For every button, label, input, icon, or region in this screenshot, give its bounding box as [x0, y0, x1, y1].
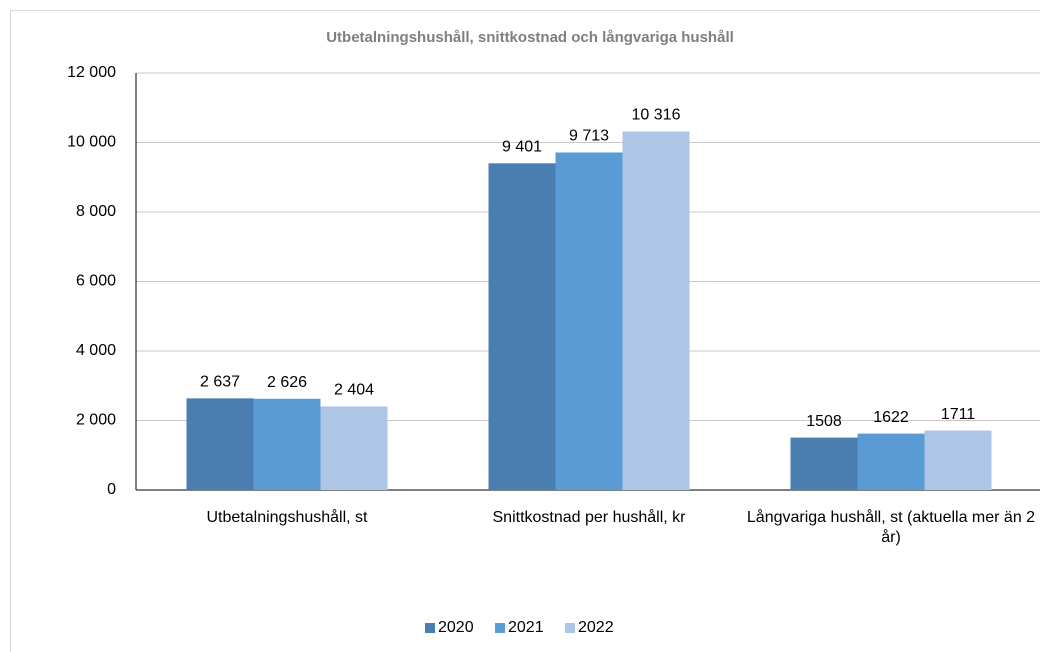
data-label: 9 713 — [569, 128, 609, 145]
chart-frame — [10, 10, 1040, 652]
legend-label: 2020 — [438, 619, 474, 636]
x-tick-label: Snittkostnad per hushåll, kr — [492, 509, 686, 526]
x-tick-label: Utbetalningshushåll, st — [206, 509, 368, 526]
x-tick-label: Långvariga hushåll, st (aktuella mer än … — [746, 509, 1036, 546]
bar — [857, 433, 925, 490]
legend-swatch — [565, 623, 575, 633]
y-tick-label: 10 000 — [67, 134, 116, 151]
bar — [253, 398, 321, 490]
legend-label: 2021 — [508, 619, 544, 636]
bar — [488, 163, 556, 490]
y-tick-label: 6 000 — [76, 273, 116, 290]
legend-label: 2022 — [578, 619, 614, 636]
bar — [320, 406, 388, 490]
y-tick-label: 2 000 — [76, 412, 116, 429]
bar — [924, 430, 992, 490]
y-tick-label: 0 — [107, 481, 116, 498]
bar — [555, 152, 623, 490]
bar — [622, 131, 690, 491]
y-tick-label: 8 000 — [76, 203, 116, 220]
y-tick-label: 4 000 — [76, 342, 116, 359]
y-tick-label: 12 000 — [67, 64, 116, 81]
data-label: 2 404 — [334, 382, 374, 399]
legend-swatch — [495, 623, 505, 633]
data-label: 1622 — [873, 409, 909, 426]
chart-title: Utbetalningshushåll, snittkostnad och lå… — [326, 29, 734, 46]
legend-swatch — [425, 623, 435, 633]
data-label: 10 316 — [632, 107, 681, 124]
bar — [186, 398, 254, 490]
data-label: 2 626 — [267, 374, 307, 391]
data-label: 9 401 — [502, 139, 542, 156]
data-label: 1711 — [941, 406, 976, 423]
data-label: 1508 — [806, 413, 842, 430]
data-label: 2 637 — [200, 374, 240, 391]
bar — [790, 437, 858, 490]
